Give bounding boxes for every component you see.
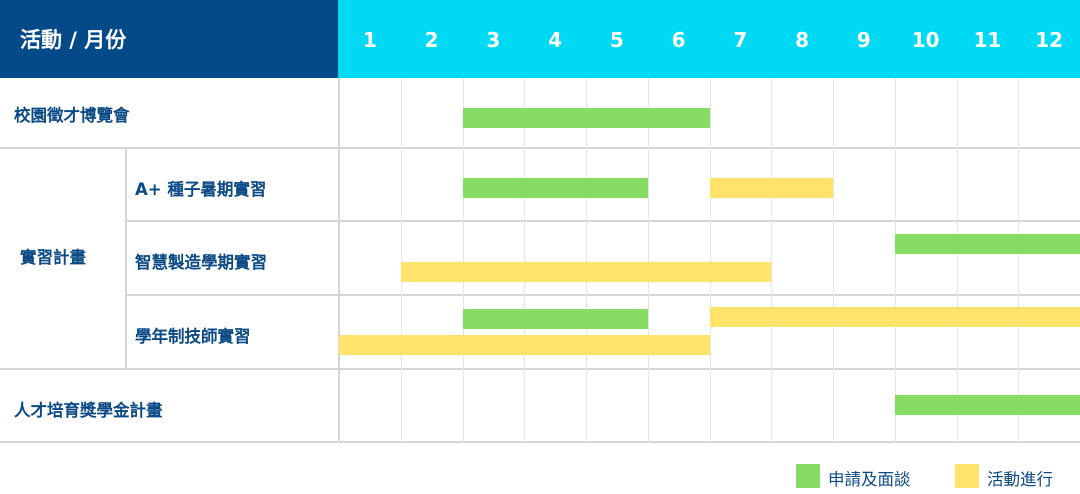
legend-swatch-activity <box>955 464 979 488</box>
header-title: 活動 / 月份 <box>20 28 127 52</box>
row-divider <box>0 368 1080 370</box>
month-header-9: 9 <box>856 28 871 52</box>
month-gridline <box>957 78 958 442</box>
month-header-10: 10 <box>911 28 940 52</box>
month-header-7: 7 <box>733 28 748 52</box>
bar-activity <box>709 178 833 198</box>
month-gridline <box>895 78 896 442</box>
row-label-career-fair: 校園徵才博覽會 <box>14 106 130 125</box>
label-column-divider <box>338 78 340 442</box>
month-header-1: 1 <box>362 28 377 52</box>
bar-application <box>894 395 1080 415</box>
legend-label-activity: 活動進行 <box>987 470 1053 489</box>
month-header-6: 6 <box>671 28 686 52</box>
bar-application <box>462 309 648 329</box>
month-gridline <box>401 78 402 442</box>
month-header-4: 4 <box>548 28 563 52</box>
group-label-internship: 實習計畫 <box>20 248 86 267</box>
bar-application <box>462 178 648 198</box>
month-gridline <box>586 78 587 442</box>
month-gridline <box>648 78 649 442</box>
month-gridline <box>771 78 772 442</box>
month-header-2: 2 <box>424 28 439 52</box>
header-activity-cell: 活動 / 月份 <box>0 0 338 78</box>
row-label-a-plus-summer: A+ 種子暑期實習 <box>135 180 267 199</box>
header-months: 1 2 3 4 5 6 7 8 9 10 11 12 <box>338 0 1080 78</box>
month-header-11: 11 <box>973 28 1002 52</box>
row-label-technician: 學年制技師實習 <box>135 327 251 346</box>
row-label-scholarship: 人才培育獎學金計畫 <box>14 401 163 420</box>
legend-label-application: 申請及面談 <box>828 470 911 489</box>
row-divider <box>0 441 1080 443</box>
month-gridline <box>1018 78 1019 442</box>
month-gridline <box>463 78 464 442</box>
month-header-3: 3 <box>486 28 501 52</box>
bar-activity <box>709 307 1080 327</box>
legend-swatch-application <box>796 464 820 488</box>
row-divider <box>0 147 1080 149</box>
row-divider <box>125 220 1080 222</box>
month-header-8: 8 <box>795 28 810 52</box>
month-gridline <box>710 78 711 442</box>
row-label-smart-manufacturing: 智慧製造學期實習 <box>135 253 267 272</box>
month-header-12: 12 <box>1035 28 1064 52</box>
bar-activity <box>400 262 772 282</box>
group-column-divider <box>125 148 127 368</box>
bar-application <box>894 234 1080 254</box>
bar-application <box>462 108 710 128</box>
row-divider <box>125 294 1080 296</box>
bar-activity <box>339 335 710 355</box>
month-gridline <box>524 78 525 442</box>
month-header-5: 5 <box>609 28 624 52</box>
month-gridline <box>833 78 834 442</box>
